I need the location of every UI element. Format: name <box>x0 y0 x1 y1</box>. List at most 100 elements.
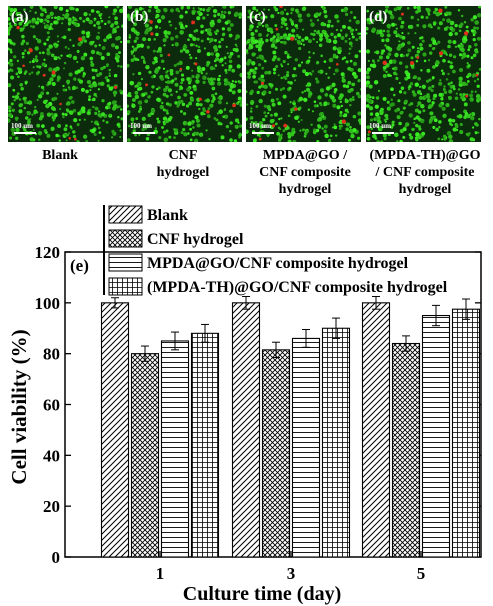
live-cell <box>326 39 330 43</box>
dead-cell <box>275 27 279 31</box>
live-cell <box>119 89 122 93</box>
live-cell <box>21 55 25 59</box>
live-cell <box>220 37 224 42</box>
live-cell <box>99 12 103 16</box>
live-cell <box>72 134 77 139</box>
live-cell <box>216 112 219 115</box>
live-cell <box>407 32 410 35</box>
live-cell <box>83 39 87 43</box>
live-cell <box>432 125 436 129</box>
live-cell <box>474 131 478 135</box>
live-cell <box>331 24 334 28</box>
live-cell <box>283 22 288 27</box>
dead-cell <box>194 62 198 66</box>
live-cell <box>427 86 432 91</box>
live-cell <box>10 75 15 80</box>
live-cell <box>449 61 453 65</box>
live-cell <box>351 35 355 39</box>
live-cell <box>25 41 29 46</box>
live-cell <box>162 92 167 97</box>
live-cell <box>422 52 427 57</box>
live-cell <box>420 69 423 72</box>
live-cell <box>237 89 242 93</box>
live-cell <box>419 42 423 47</box>
live-cell <box>49 22 53 26</box>
live-cell <box>414 32 417 35</box>
dead-cell <box>475 73 479 77</box>
live-cell <box>376 125 380 129</box>
live-cell <box>247 71 252 76</box>
live-cell <box>348 52 351 55</box>
live-cell <box>233 139 238 142</box>
bar <box>321 327 351 558</box>
live-cell <box>272 67 277 72</box>
live-cell <box>237 54 241 58</box>
live-cell <box>269 118 275 124</box>
live-cell <box>366 83 369 88</box>
live-cell <box>443 90 448 95</box>
live-cell <box>82 72 86 76</box>
live-cell <box>202 80 206 85</box>
live-cell <box>226 52 230 55</box>
live-cell <box>88 13 91 16</box>
live-cell <box>209 103 214 108</box>
live-cell <box>135 36 139 41</box>
live-cell <box>66 79 71 84</box>
live-cell <box>427 13 431 16</box>
live-cell <box>252 6 257 11</box>
live-cell <box>322 6 326 11</box>
dead-cell <box>283 123 288 128</box>
live-cell <box>272 50 277 55</box>
live-cell <box>374 112 380 117</box>
dead-cell <box>463 31 469 36</box>
live-cell <box>44 11 47 14</box>
live-cell <box>116 123 121 127</box>
live-cell <box>82 134 88 139</box>
live-cell <box>368 84 373 89</box>
live-cell <box>131 98 136 102</box>
live-cell <box>371 59 375 63</box>
live-cell <box>223 114 229 119</box>
live-cell <box>18 21 23 26</box>
live-cell <box>417 18 420 21</box>
live-cell <box>258 54 263 59</box>
caption-mpda-th-go-cnf: (MPDA-TH)@GO / CNF composite hydrogel <box>364 147 486 198</box>
live-cell <box>190 69 194 72</box>
live-cell <box>141 116 146 122</box>
live-cell <box>274 46 278 50</box>
live-cell <box>35 20 40 25</box>
live-cell <box>371 63 377 69</box>
live-cell <box>32 66 35 69</box>
live-cell <box>78 79 84 84</box>
live-cell <box>338 126 342 130</box>
live-cell <box>324 93 329 97</box>
live-cell <box>297 13 303 18</box>
live-cell <box>24 82 28 85</box>
live-cell <box>333 87 338 92</box>
live-cell <box>116 6 120 9</box>
live-cell <box>349 59 353 63</box>
live-cell <box>134 14 138 17</box>
live-cell <box>139 43 145 48</box>
dead-cell <box>400 12 404 16</box>
live-cell <box>29 6 34 9</box>
live-cell <box>224 57 227 60</box>
live-cell <box>49 77 54 82</box>
live-cell <box>156 9 161 13</box>
cell-image <box>127 6 242 142</box>
live-cell <box>454 45 458 49</box>
live-cell <box>66 109 70 113</box>
live-cell <box>438 21 443 26</box>
live-cell <box>188 81 191 85</box>
live-cell <box>303 89 307 93</box>
live-cell <box>151 85 155 89</box>
live-cell <box>405 122 410 127</box>
live-cell <box>54 16 57 19</box>
live-cell <box>403 91 407 95</box>
live-cell <box>393 93 396 97</box>
live-cell <box>222 115 226 119</box>
live-cell <box>207 107 211 111</box>
live-cell <box>366 26 369 31</box>
live-cell <box>114 20 119 26</box>
live-cell <box>302 43 306 46</box>
